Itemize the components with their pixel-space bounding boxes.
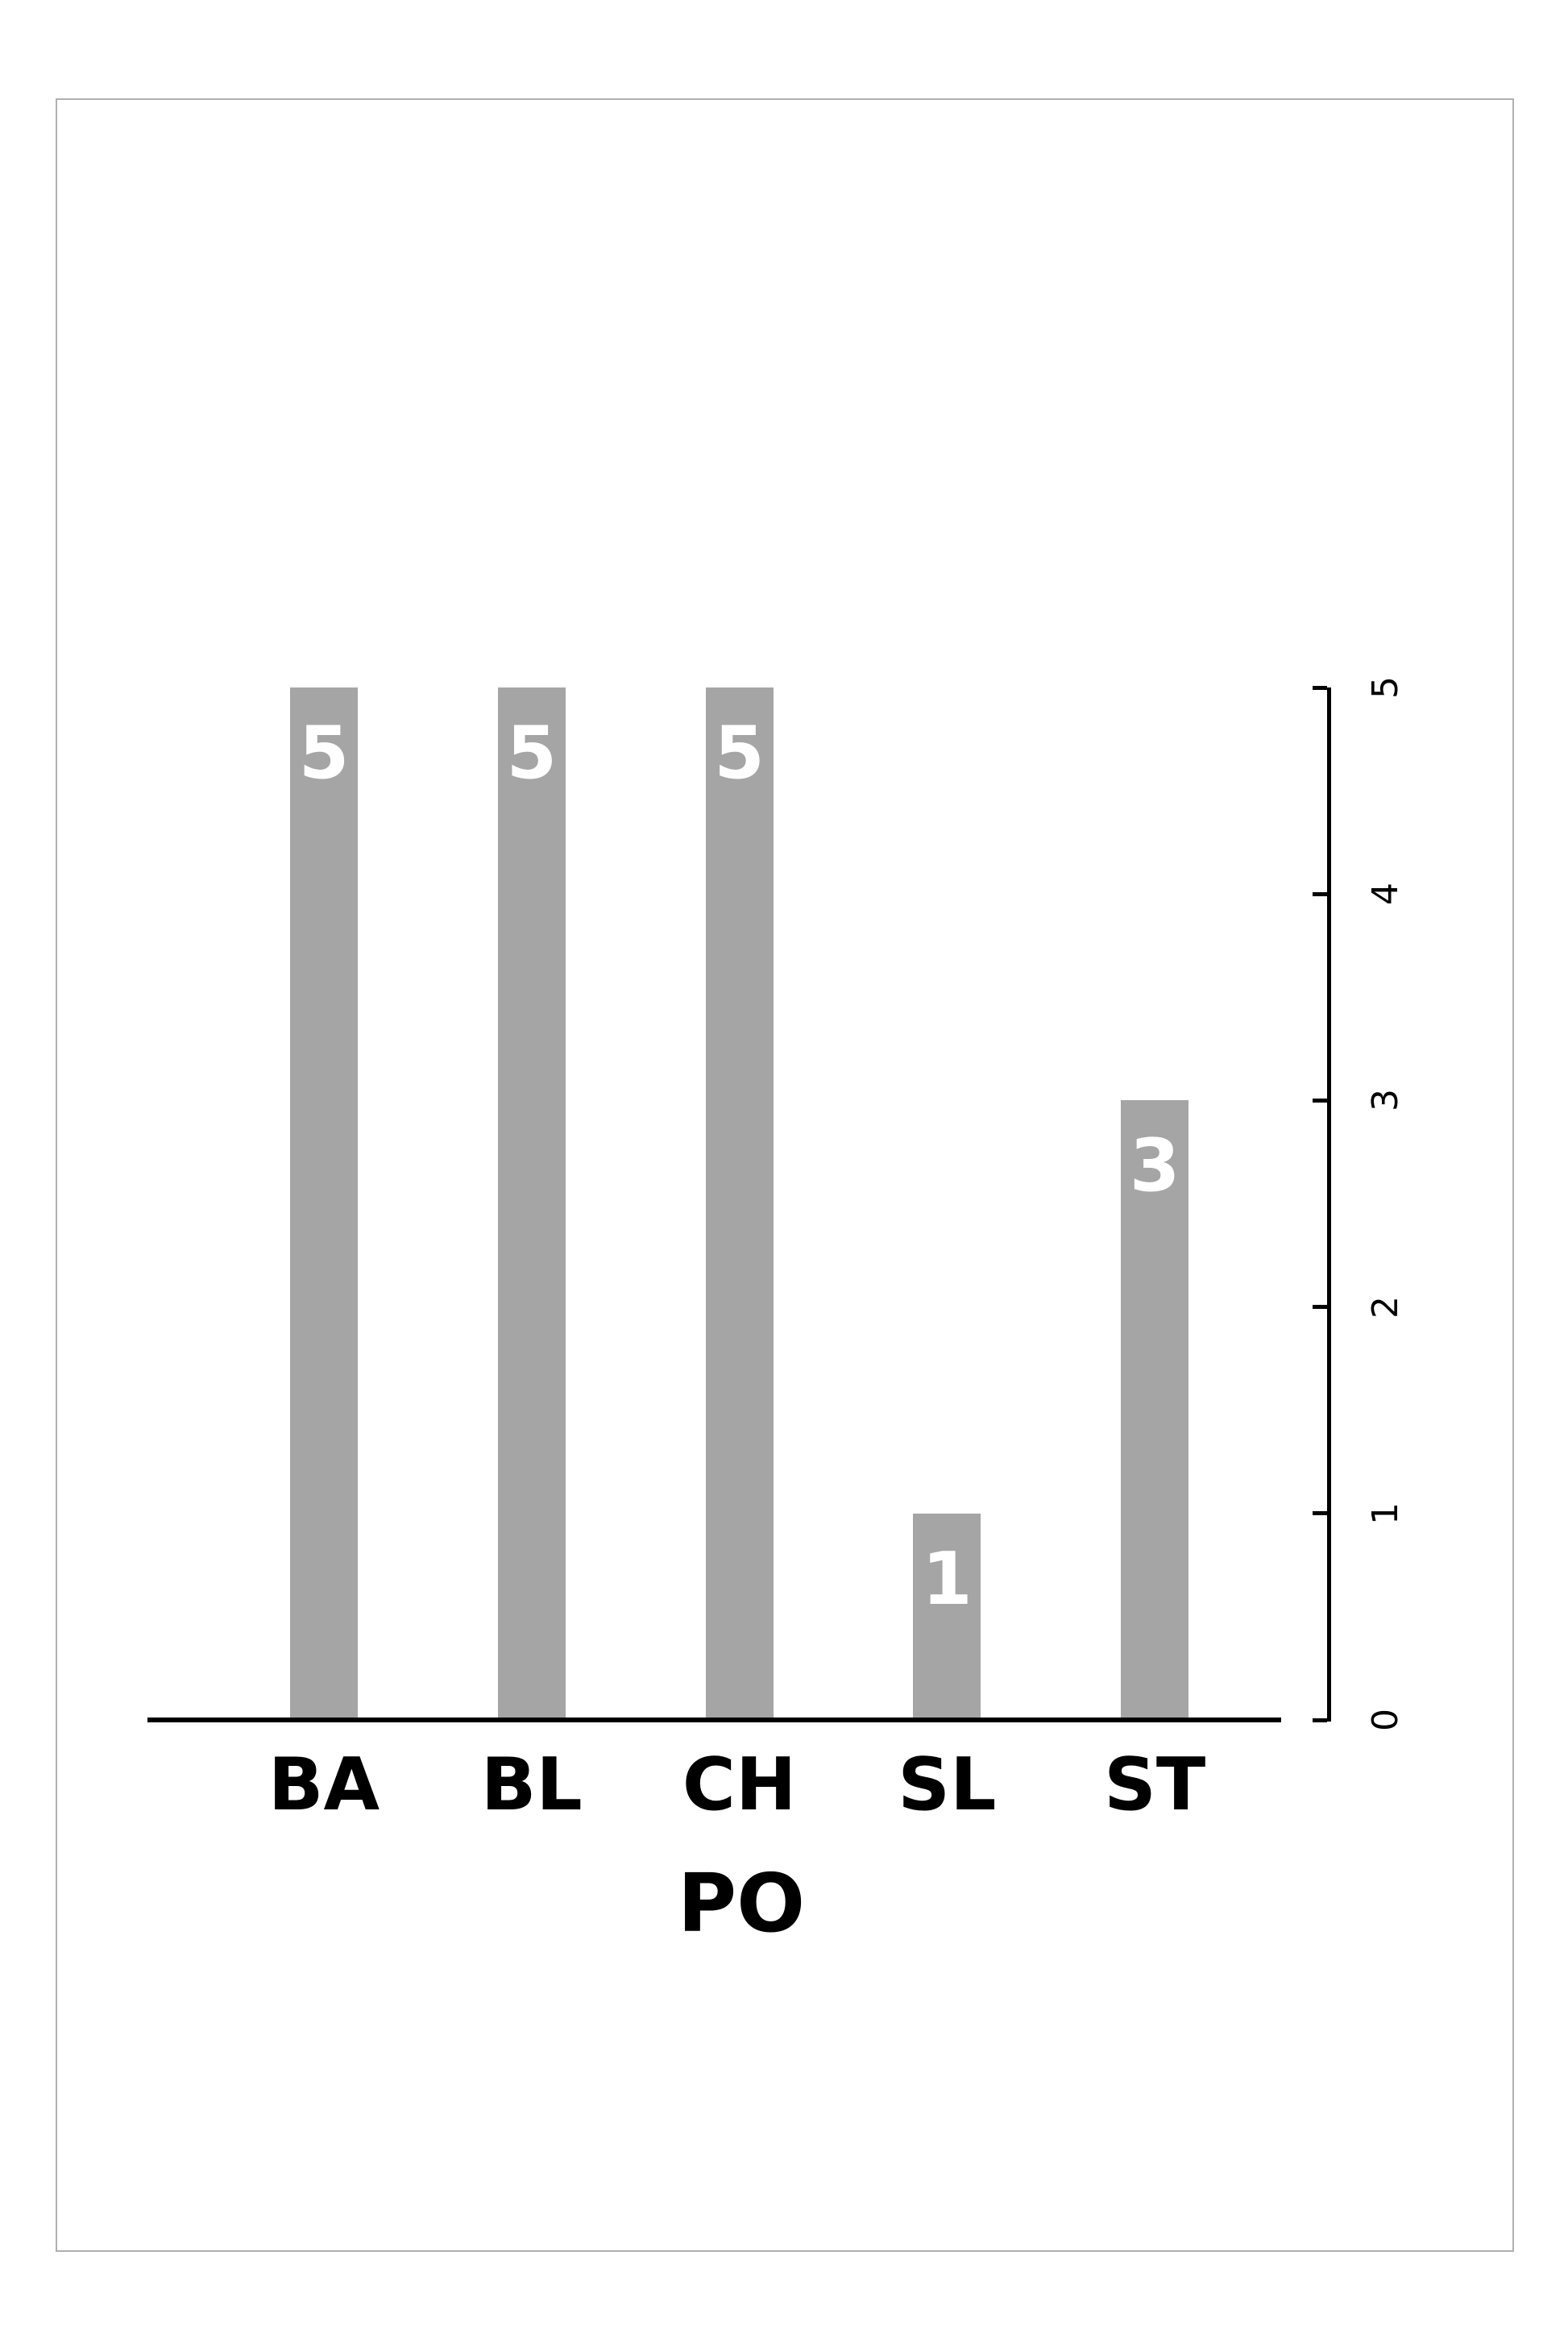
x-axis-label-bl: BL [480, 1742, 583, 1827]
y-axis-tick-label-5: 5 [1365, 676, 1406, 699]
y-axis-tick-3 [1313, 1098, 1327, 1103]
x-axis-label-st: ST [1104, 1742, 1206, 1827]
y-axis-tick-1 [1313, 1511, 1327, 1516]
x-axis-label-ba: BA [268, 1742, 380, 1827]
y-axis-tick-0 [1313, 1718, 1327, 1722]
x-axis-line [147, 1718, 1281, 1722]
y-axis-tick-4 [1313, 891, 1327, 896]
bar-st [1121, 1100, 1189, 1720]
y-axis-tick-label-0: 0 [1365, 1709, 1406, 1731]
y-axis-tick-5 [1313, 685, 1327, 690]
y-axis-line [1327, 687, 1331, 1722]
bar-value-label-sl: 1 [922, 1536, 973, 1622]
x-axis-title: PO [677, 1856, 806, 1950]
y-axis-tick-label-4: 4 [1365, 883, 1406, 906]
bar-ch [705, 687, 774, 1720]
y-axis-tick-2 [1313, 1305, 1327, 1310]
y-axis-tick-label-3: 3 [1365, 1089, 1406, 1112]
bar-value-label-st: 3 [1129, 1124, 1180, 1209]
bar-value-label-ch: 5 [714, 711, 765, 795]
bar-bl [497, 687, 566, 1720]
x-axis-label-sl: SL [898, 1742, 997, 1827]
x-axis-label-ch: CH [682, 1742, 797, 1827]
bar-ba [290, 687, 358, 1720]
bar-sl [913, 1513, 981, 1720]
bar-value-label-bl: 5 [506, 711, 558, 795]
y-axis-tick-label-2: 2 [1365, 1295, 1406, 1319]
y-axis-tick-label-1: 1 [1365, 1502, 1406, 1525]
bar-value-label-ba: 5 [298, 711, 350, 795]
